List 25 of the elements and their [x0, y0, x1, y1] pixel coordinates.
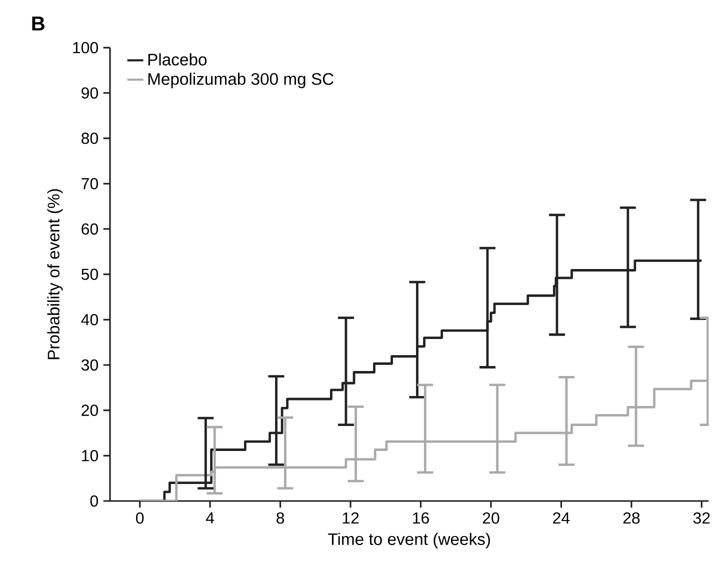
x-tick-label: 8	[276, 512, 284, 524]
x-tick-label: 28	[623, 512, 640, 524]
y-axis-title: Probability of event (%)	[47, 189, 63, 360]
legend-label: Placebo	[148, 53, 207, 66]
x-tick-label: 0	[136, 512, 144, 524]
y-tick-label: 100	[73, 42, 98, 54]
y-tick-label: 40	[81, 314, 98, 326]
chart-title: B	[32, 16, 44, 30]
y-tick-label: 30	[81, 359, 98, 371]
legend-label: Mepolizumab 300 mg SC	[148, 72, 334, 88]
x-axis-title: Time to event (weeks)	[328, 532, 490, 548]
x-tick-label: 12	[342, 512, 359, 524]
y-tick-label: 70	[82, 178, 98, 190]
x-tick-label: 20	[482, 512, 500, 524]
x-tick-label: 24	[553, 512, 570, 524]
x-tick-label: 32	[693, 512, 710, 524]
y-tick-label: 0	[90, 495, 98, 507]
y-tick-label: 90	[82, 87, 98, 99]
x-tick-label: 4	[206, 512, 214, 524]
y-tick-label: 10	[82, 450, 98, 462]
y-tick-label: 80	[82, 132, 98, 144]
x-tick-label: 16	[413, 512, 429, 524]
y-tick-label: 60	[82, 223, 98, 235]
y-tick-label: 50	[81, 268, 98, 280]
y-tick-label: 20	[82, 404, 98, 416]
